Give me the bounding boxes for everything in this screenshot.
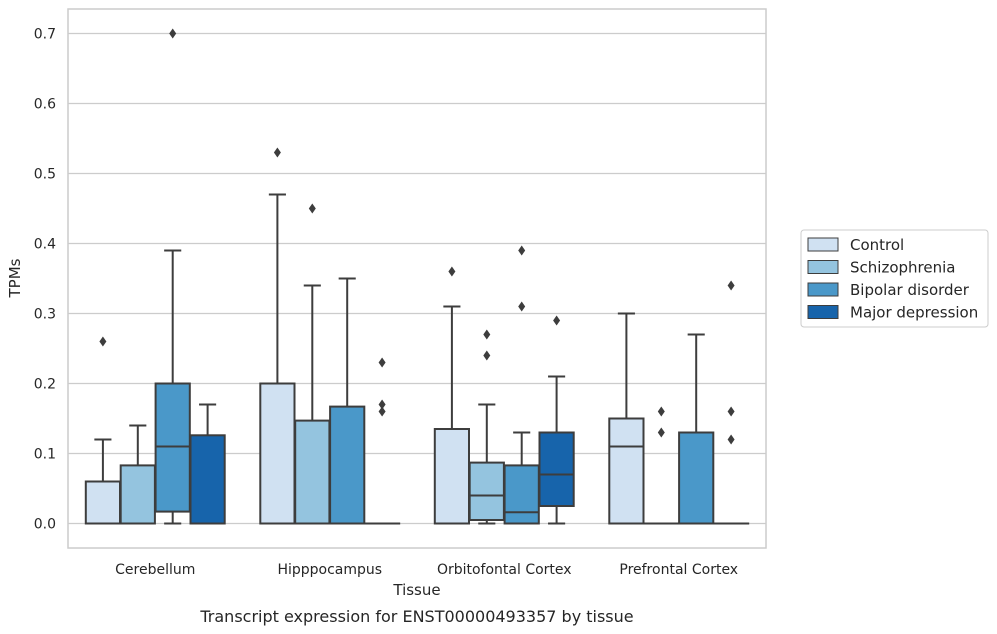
y-tick-label: 0.4 <box>34 237 56 253</box>
outlier-marker <box>657 406 665 417</box>
outlier-marker <box>308 203 316 214</box>
outlier-marker <box>378 399 386 410</box>
y-tick-label: 0.2 <box>34 377 56 393</box>
y-tick-label: 0.6 <box>34 97 56 113</box>
y-tick-label: 0.5 <box>34 167 56 183</box>
legend-swatch <box>807 260 839 274</box>
outlier-marker <box>483 329 491 340</box>
outlier-marker <box>378 357 386 368</box>
box <box>154 28 191 525</box>
outlier-marker <box>378 406 386 417</box>
outlier-marker <box>727 280 735 291</box>
y-tick-label: 0.0 <box>34 517 56 533</box>
box <box>538 315 575 525</box>
y-tick-label: 0.7 <box>34 27 56 43</box>
y-axis-ticks: 0.0 0.1 0.2 0.3 0.4 0.5 0.6 0.7 <box>34 27 56 533</box>
outlier-marker <box>273 147 281 158</box>
box-iqr <box>468 461 505 522</box>
x-tick-label: Cerebellum <box>115 562 195 578</box>
legend-label: Control <box>850 236 904 254</box>
y-axis-title: TPMs <box>6 258 24 298</box>
box <box>363 357 401 525</box>
y-tick-label: 0.1 <box>34 447 56 463</box>
outlier-marker <box>657 427 665 438</box>
x-axis-title: Tissue <box>392 581 440 599</box>
outlier-marker <box>99 336 107 347</box>
x-tick-label: Hipppocampus <box>277 562 382 578</box>
box <box>468 329 505 525</box>
box <box>189 403 226 525</box>
box <box>84 336 122 525</box>
box <box>259 147 296 525</box>
box-iqr <box>329 405 366 525</box>
y-tick-label: 0.3 <box>34 307 56 323</box>
outlier-marker <box>518 301 526 312</box>
box <box>294 203 331 525</box>
box <box>712 280 750 525</box>
box-iqr <box>678 431 715 525</box>
box-iqr <box>608 417 645 525</box>
outlier-marker <box>727 434 735 445</box>
box <box>678 333 715 525</box>
outlier-marker <box>448 266 456 277</box>
box-iqr <box>294 419 331 525</box>
x-tick-label: Prefrontal Cortex <box>619 562 738 578</box>
box-iqr <box>433 428 471 525</box>
legend-label: Major depression <box>850 304 978 322</box>
legend-swatch <box>807 237 839 252</box>
box-iqr <box>84 480 122 525</box>
plot-frame <box>67 8 767 549</box>
box-iqr <box>154 382 191 513</box>
box-iqr <box>259 382 296 525</box>
outlier-marker <box>727 406 735 417</box>
box <box>329 277 366 525</box>
legend-label: Schizophrenia <box>850 259 955 277</box>
box-iqr <box>119 464 156 525</box>
box-iqr <box>503 464 540 525</box>
outlier-marker <box>518 245 526 256</box>
outlier-marker <box>553 315 561 326</box>
box-iqr <box>189 434 226 525</box>
chart-caption: Transcript expression for ENST0000049335… <box>199 607 633 626</box>
x-tick-label: Orbitofontal Cortex <box>437 562 572 578</box>
x-axis-ticks: Cerebellum Hipppocampus Orbitofontal Corte… <box>115 562 738 578</box>
box-series <box>84 28 750 525</box>
box <box>608 312 645 525</box>
legend-swatch <box>807 305 839 319</box>
legend-swatch <box>807 282 839 297</box>
legend-frame <box>800 229 989 328</box>
legend-label: Bipolar disorder <box>850 281 970 299</box>
box-iqr <box>538 431 575 507</box>
outlier-marker <box>483 350 491 361</box>
legend: Control Schizophrenia Bipolar disorder Majo… <box>800 229 989 328</box>
box <box>433 266 471 525</box>
outlier-marker <box>169 28 177 39</box>
